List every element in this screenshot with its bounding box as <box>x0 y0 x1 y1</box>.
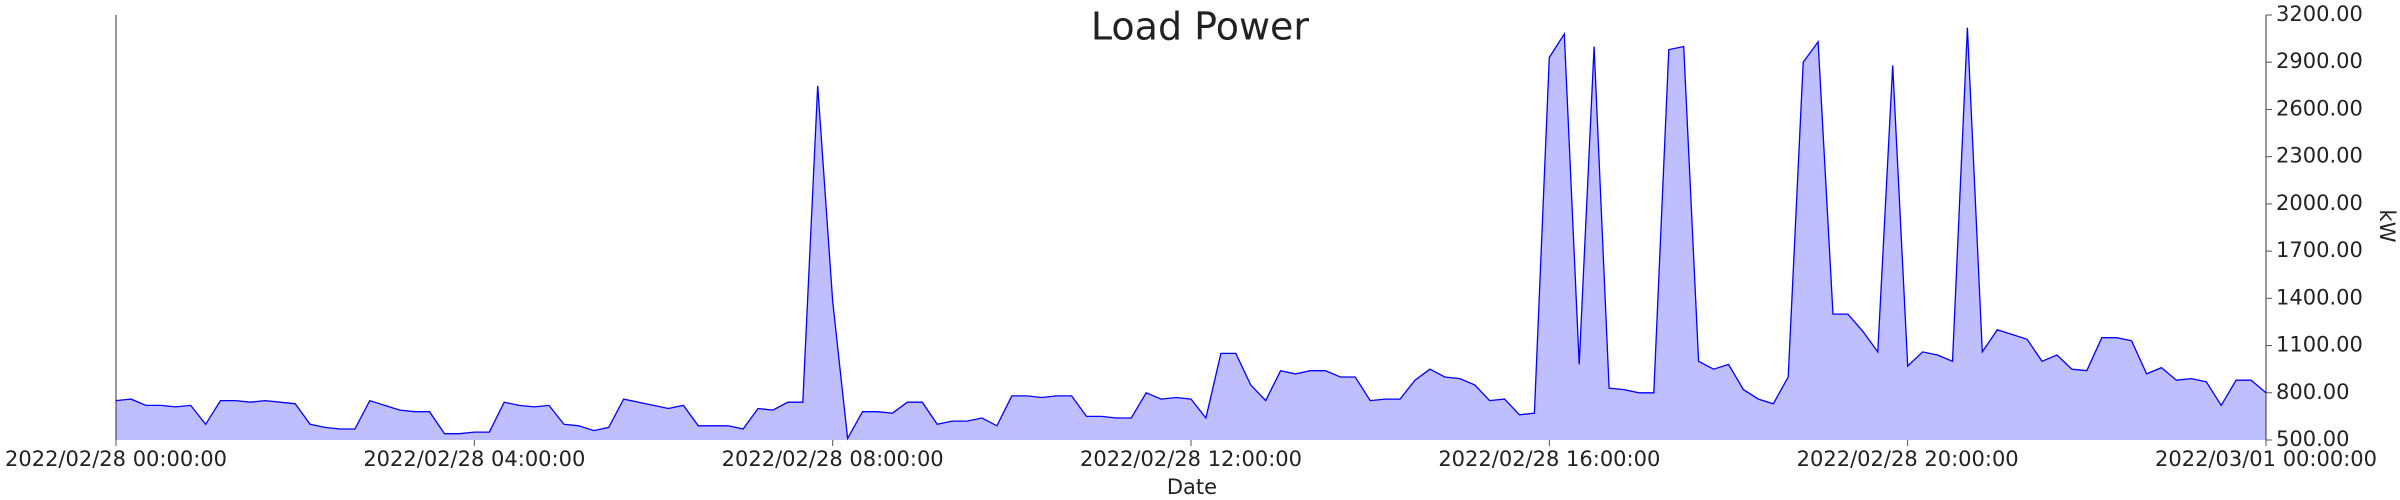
y-tick-label: 2600.00 <box>2276 96 2363 120</box>
y-tick-label: 800.00 <box>2276 380 2349 404</box>
y-tick-label: 3200.00 <box>2276 2 2363 26</box>
y-tick-label: 500.00 <box>2276 427 2349 451</box>
x-tick-label: 2022/02/28 08:00:00 <box>722 447 944 471</box>
x-tick-label: 2022/03/01 00:00:00 <box>2155 447 2377 471</box>
y-tick-label: 1100.00 <box>2276 333 2363 357</box>
y-tick-label: 2300.00 <box>2276 144 2363 168</box>
area-fill <box>116 27 2266 440</box>
x-tick-label: 2022/02/28 12:00:00 <box>1080 447 1302 471</box>
x-tick-label: 2022/02/28 20:00:00 <box>1797 447 2019 471</box>
chart-title: Load Power <box>1091 5 1310 49</box>
x-tick-label: 2022/02/28 00:00:00 <box>5 447 227 471</box>
area-line <box>115 27 2267 441</box>
x-tick-label: 2022/02/28 04:00:00 <box>363 447 585 471</box>
y-tick-label: 1700.00 <box>2276 238 2363 262</box>
y-tick-label: 2000.00 <box>2276 191 2363 215</box>
x-axis-label: Date <box>1167 475 1217 499</box>
y-tick-label: 2900.00 <box>2276 49 2363 73</box>
x-tick-label: 2022/02/28 16:00:00 <box>1438 447 1660 471</box>
y-tick-label: 1400.00 <box>2276 285 2363 309</box>
y-axis-label: kW <box>2375 210 2399 243</box>
